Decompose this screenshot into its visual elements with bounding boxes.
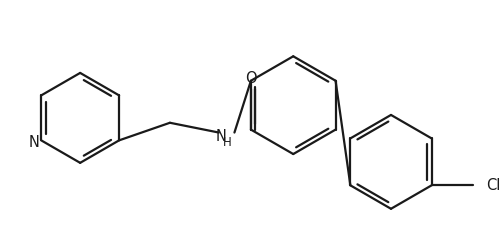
Text: O: O [245,71,256,86]
Text: Cl: Cl [486,178,500,193]
Text: N: N [216,129,226,144]
Text: N: N [29,135,40,150]
Text: H: H [223,136,232,149]
